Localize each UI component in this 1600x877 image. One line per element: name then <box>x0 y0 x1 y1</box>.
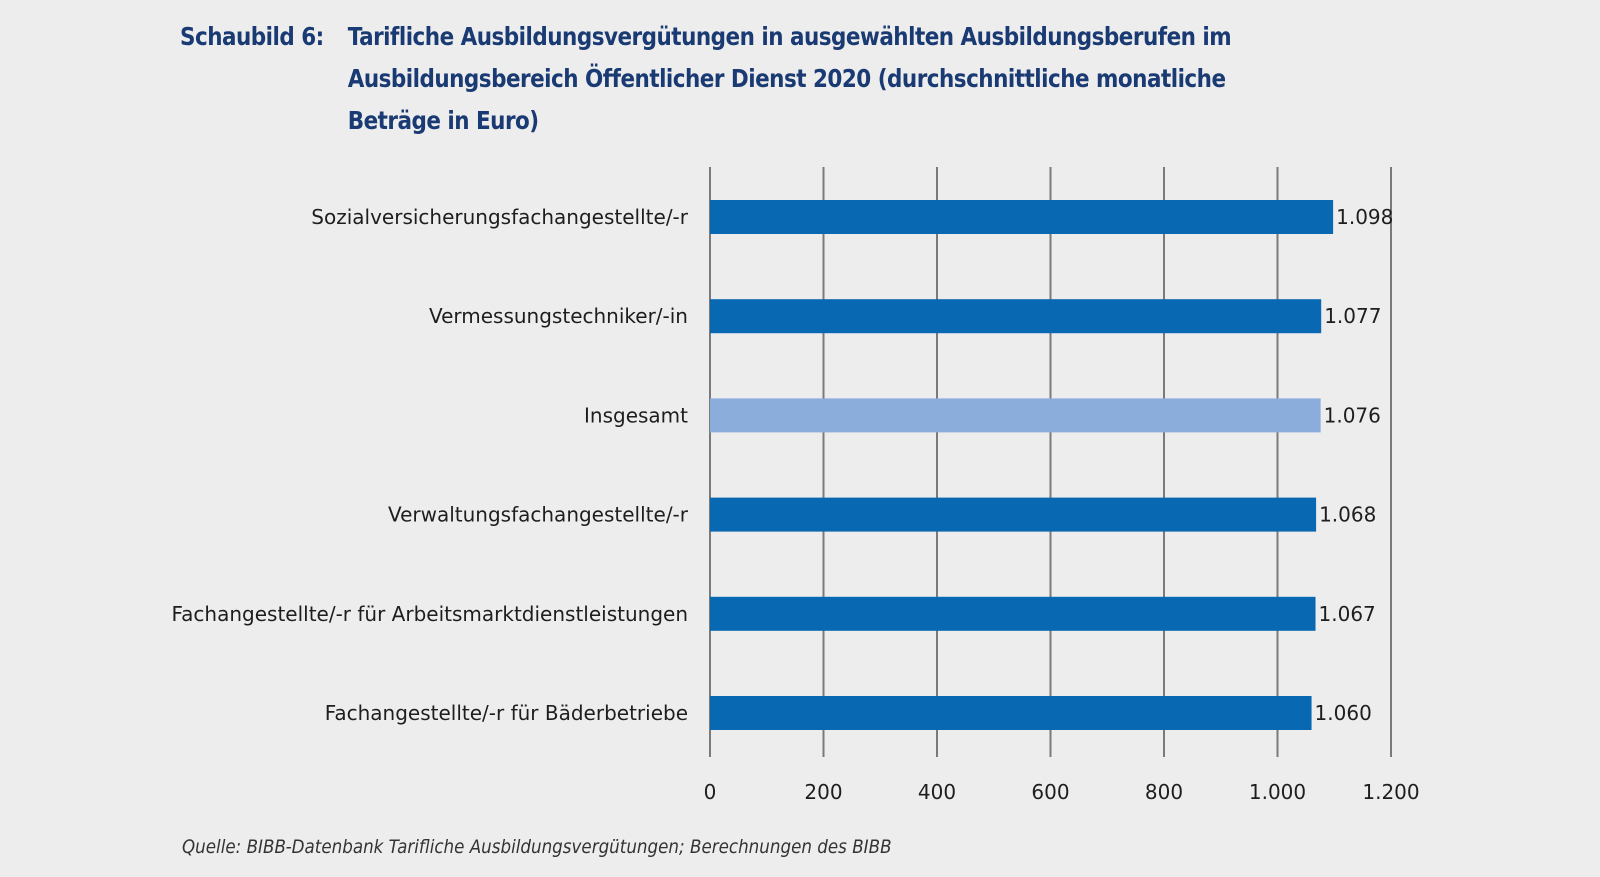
title-prefix: Schaubild 6: <box>180 22 324 51</box>
source-note: Quelle: BIBB-Datenbank Tarifliche Ausbil… <box>182 836 892 858</box>
value-label-1: 1.077 <box>1324 304 1381 328</box>
bar-2 <box>710 398 1321 433</box>
x-tick-label-5: 1.000 <box>1249 780 1306 804</box>
x-tick-label-2: 400 <box>918 780 956 804</box>
bar-0 <box>710 200 1334 234</box>
bar-3 <box>710 497 1317 532</box>
value-label-4: 1.067 <box>1319 602 1376 626</box>
category-label-0: Sozialversicherungsfachangestellte/-r <box>311 205 688 229</box>
value-label-3: 1.068 <box>1319 503 1376 527</box>
bar-5 <box>710 696 1312 730</box>
title-line-2: Ausbildungsbereich Öffentlicher Dienst 2… <box>347 64 1226 93</box>
x-tick-label-6: 1.200 <box>1362 780 1419 804</box>
x-tick-label-1: 200 <box>804 780 842 804</box>
value-label-2: 1.076 <box>1324 403 1381 427</box>
x-tick-label-4: 800 <box>1145 780 1183 804</box>
category-label-2: Insgesamt <box>584 403 688 427</box>
title-line-1: Tarifliche Ausbildungsvergütungen in aus… <box>347 22 1232 51</box>
category-label-3: Verwaltungsfachangestellte/-r <box>388 503 689 527</box>
value-label-5: 1.060 <box>1315 701 1372 725</box>
chart-title: Schaubild 6: Tarifliche Ausbildungsvergü… <box>180 16 1232 142</box>
value-label-0: 1.098 <box>1336 205 1393 229</box>
title-line-3: Beträge in Euro) <box>347 106 539 135</box>
x-tick-label-0: 0 <box>704 780 717 804</box>
category-label-5: Fachangestellte/-r für Bäderbetriebe <box>325 701 688 725</box>
bar-4 <box>710 596 1316 631</box>
x-tick-label-3: 600 <box>1031 780 1069 804</box>
category-label-1: Vermessungstechniker/-in <box>429 304 688 328</box>
category-label-4: Fachangestellte/-r für Arbeitsmarktdiens… <box>172 602 689 626</box>
bar-1 <box>710 299 1322 334</box>
